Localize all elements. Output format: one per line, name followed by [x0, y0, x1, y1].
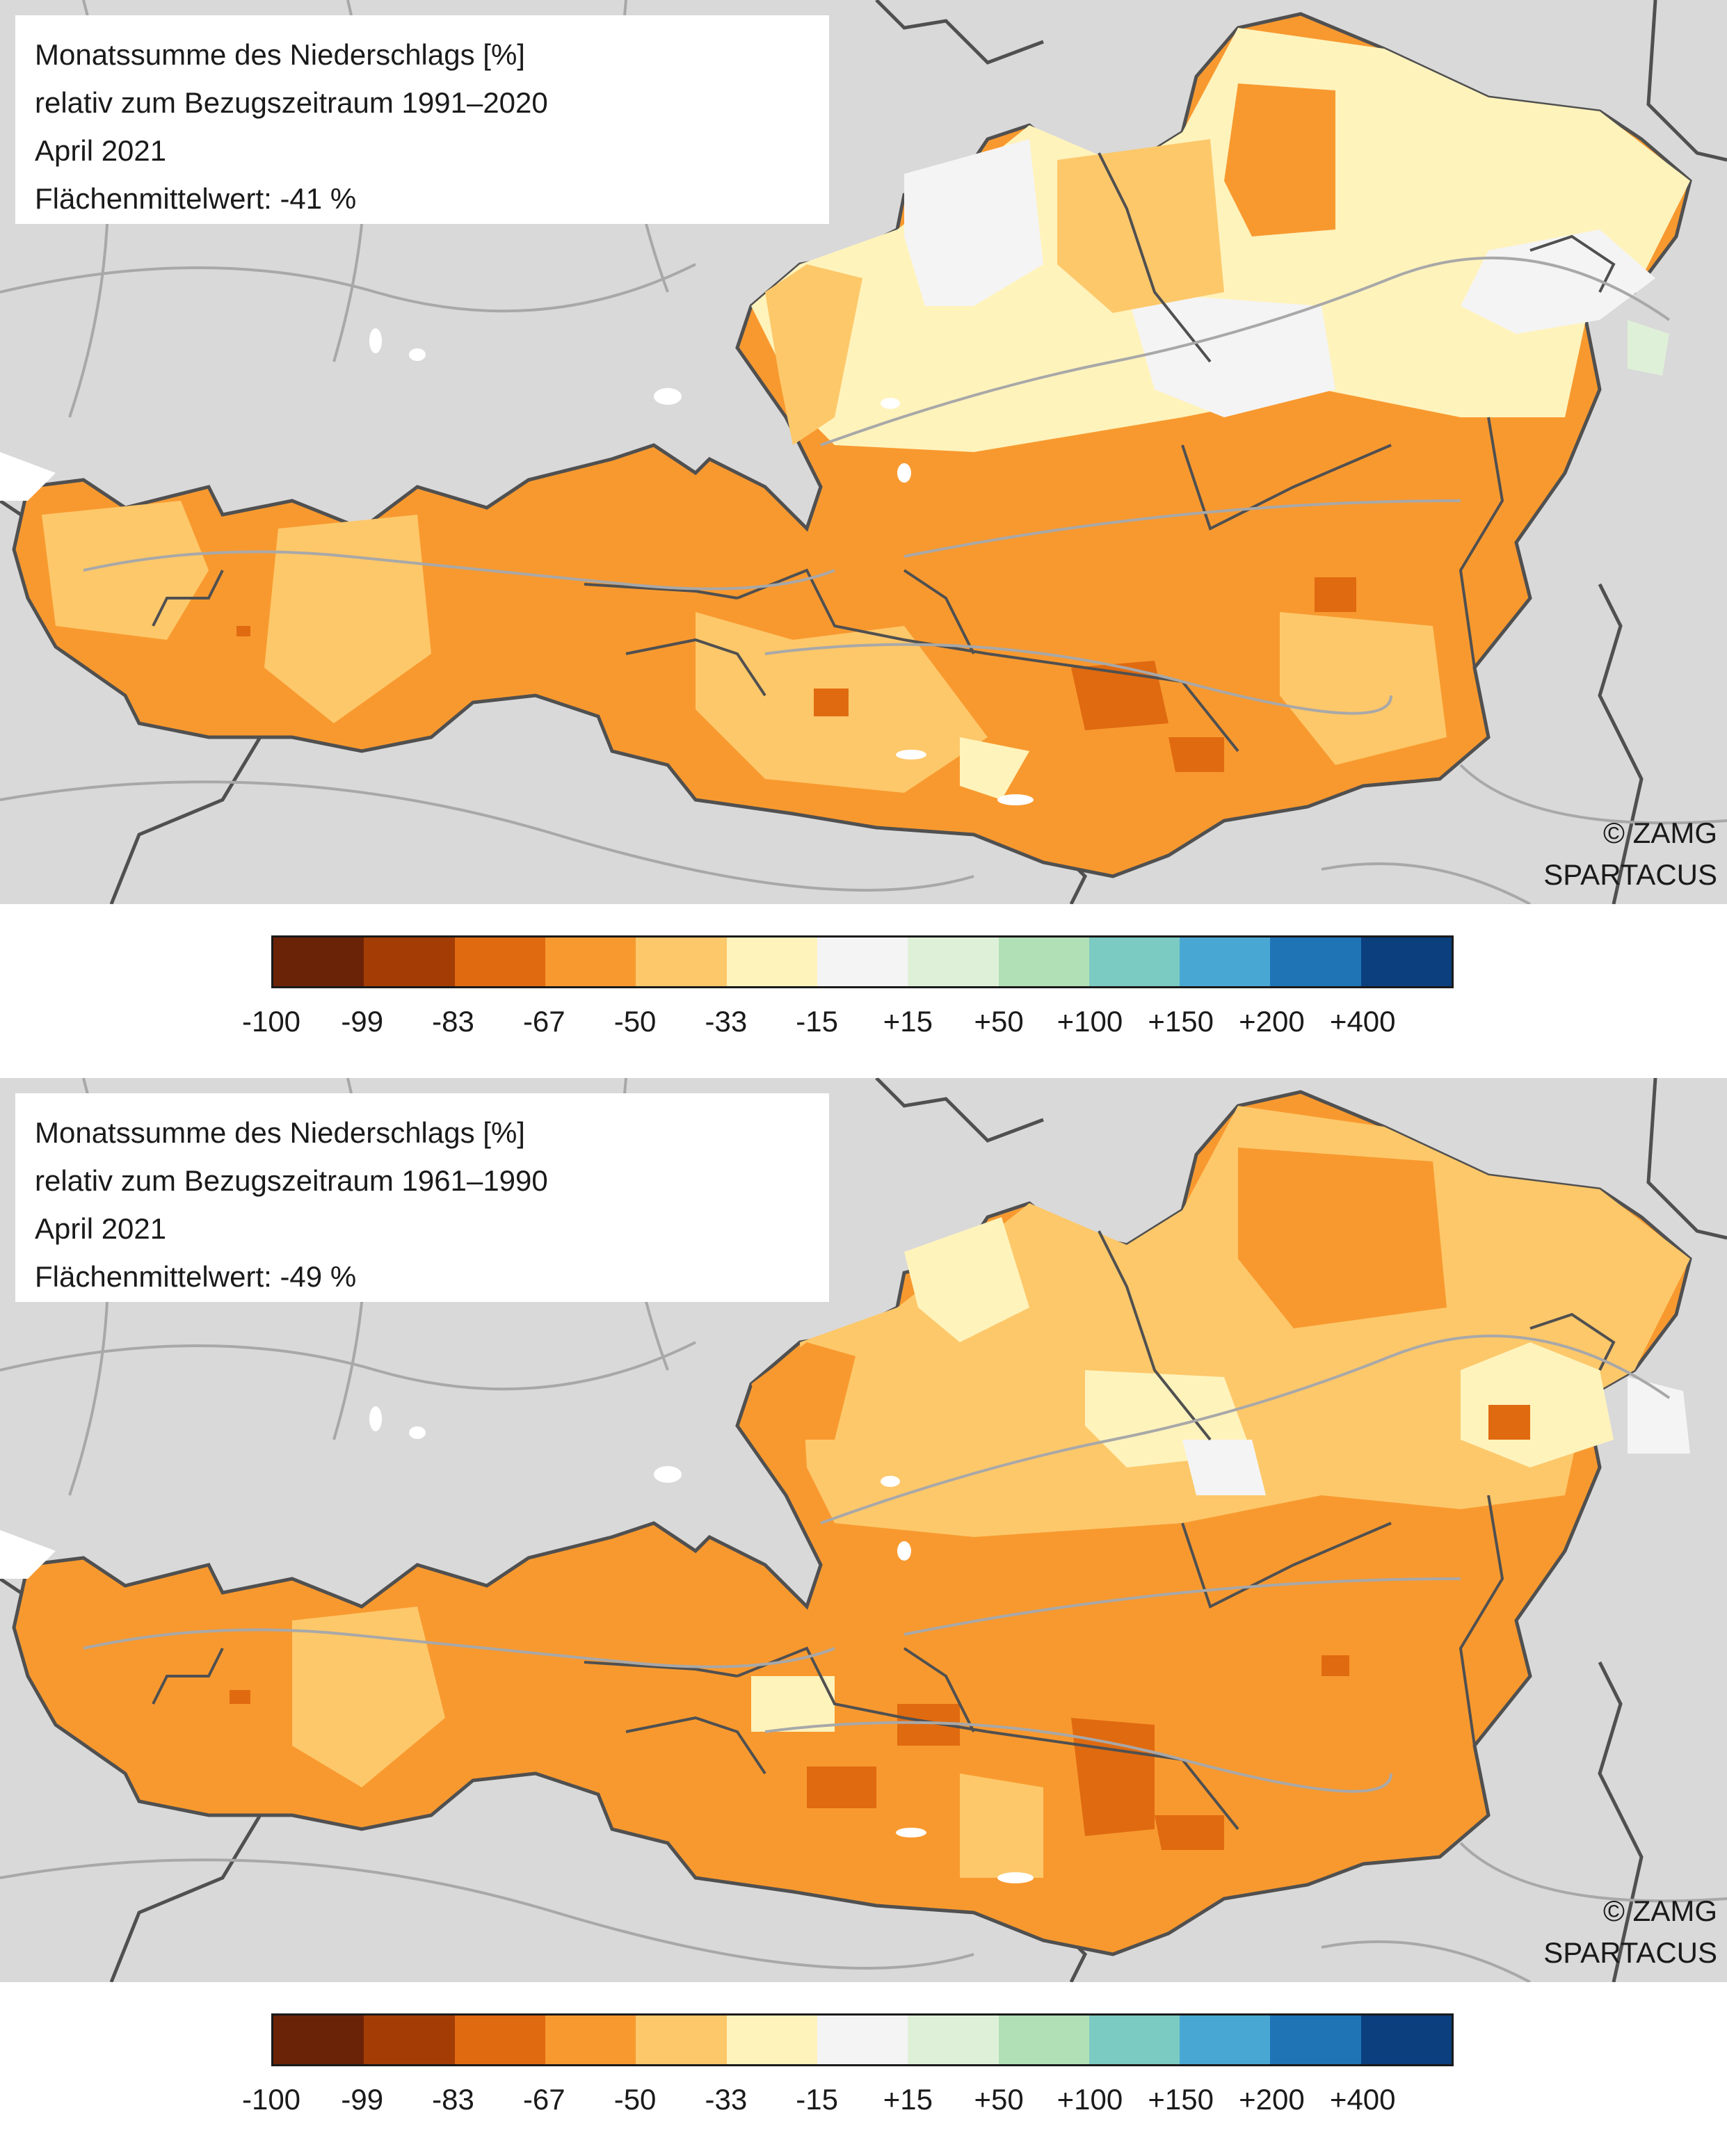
legend-color-swatch — [636, 938, 727, 986]
legend-tick-labels: -100 -99 -83 -67 -50 -33 -15 +15 +50 +100 +150 +200… — [242, 1005, 1454, 1047]
legend-color-swatch — [1180, 938, 1271, 986]
legend-tick-label: +15 — [883, 2083, 933, 2116]
area-mean-label: Flächenmittelwert: -41 % — [35, 182, 357, 215]
legend-color-swatch — [273, 938, 364, 986]
month-label: April 2021 — [35, 134, 167, 167]
credit-zamg: © ZAMG — [1603, 1894, 1717, 1927]
legend-tick-label: +150 — [1148, 1005, 1214, 1038]
legend-color-swatch — [1089, 2016, 1180, 2064]
source-credit: © ZAMG SPARTACUS — [1543, 1890, 1717, 1974]
legend-tick-label: -15 — [796, 2083, 838, 2116]
legend-color-swatch — [726, 2016, 817, 2064]
map-title: Monatssumme des Niederschlags [%] — [35, 38, 525, 71]
legend-tick-label: -67 — [522, 2083, 565, 2116]
legend-color-swatch — [817, 938, 908, 986]
legend-tick-label: +50 — [974, 1005, 1024, 1038]
legend-tick-label: -33 — [705, 1005, 748, 1038]
legend-color-swatch — [726, 938, 817, 986]
map-info-box: Monatssumme des Niederschlags [%] relati… — [15, 1093, 829, 1302]
credit-zamg: © ZAMG — [1603, 816, 1717, 849]
legend-tick-labels: -100 -99 -83 -67 -50 -33 -15 +15 +50 +100 +150 +200… — [242, 2083, 1454, 2125]
legend-color-swatch — [908, 2016, 999, 2064]
legend-color-swatch — [364, 2016, 455, 2064]
legend-color-swatch — [1180, 2016, 1271, 2064]
legend-tick-label: +150 — [1148, 2083, 1214, 2116]
legend-tick-label: +400 — [1329, 2083, 1396, 2116]
precipitation-map: Monatssumme des Niederschlags [%] relati… — [0, 0, 1727, 904]
legend-tick-label: -99 — [341, 1005, 384, 1038]
legend-color-swatch — [545, 938, 636, 986]
legend-tick-label: +50 — [974, 2083, 1024, 2116]
legend-color-swatch — [364, 938, 455, 986]
source-credit: © ZAMG SPARTACUS — [1543, 812, 1717, 896]
legend-tick-label: -100 — [241, 2083, 301, 2116]
legend-color-swatch — [1270, 938, 1361, 986]
credit-spartacus: SPARTACUS — [1543, 858, 1717, 891]
legend-tick-label: -83 — [432, 1005, 474, 1038]
legend-tick-label: -50 — [613, 1005, 657, 1038]
legend-tick-label: -67 — [522, 1005, 565, 1038]
color-legend: -100 -99 -83 -67 -50 -33 -15 +15 +50 +100 +150 +200… — [242, 2013, 1454, 2139]
legend-color-swatch — [908, 938, 999, 986]
legend-tick-label: -33 — [705, 2083, 748, 2116]
reference-period-label: relativ zum Bezugszeitraum 1961–1990 — [35, 1164, 548, 1197]
reference-period-label: relativ zum Bezugszeitraum 1991–2020 — [35, 86, 548, 119]
legend-color-swatch — [1360, 2016, 1452, 2064]
legend-color-swatch — [998, 938, 1089, 986]
legend-tick-label: -83 — [432, 2083, 474, 2116]
legend-tick-label: +400 — [1329, 1005, 1396, 1038]
legend-tick-label: +100 — [1057, 1005, 1123, 1038]
legend-tick-label: +200 — [1239, 1005, 1305, 1038]
legend-tick-label: +15 — [883, 1005, 933, 1038]
legend-color-swatch — [1270, 2016, 1361, 2064]
legend-colorbar — [271, 2013, 1454, 2066]
legend-color-swatch — [817, 2016, 908, 2064]
legend-color-swatch — [454, 2016, 545, 2064]
legend-color-swatch — [545, 2016, 636, 2064]
austria-map-graphic — [0, 1078, 1727, 1982]
legend-color-swatch — [273, 2016, 364, 2064]
area-mean-label: Flächenmittelwert: -49 % — [35, 1260, 357, 1293]
month-label: April 2021 — [35, 1212, 167, 1245]
map-title: Monatssumme des Niederschlags [%] — [35, 1116, 525, 1149]
legend-color-swatch — [636, 2016, 727, 2064]
legend-tick-label: -15 — [796, 1005, 838, 1038]
legend-tick-label: +200 — [1239, 2083, 1305, 2116]
map-info-box: Monatssumme des Niederschlags [%] relati… — [15, 15, 829, 224]
precipitation-map: Monatssumme des Niederschlags [%] relati… — [0, 1078, 1727, 1982]
legend-tick-label: -100 — [241, 1005, 301, 1038]
legend-color-swatch — [1089, 938, 1180, 986]
color-legend: -100 -99 -83 -67 -50 -33 -15 +15 +50 +100 +150 +200… — [242, 935, 1454, 1061]
legend-tick-label: +100 — [1057, 2083, 1123, 2116]
legend-tick-label: -99 — [341, 2083, 384, 2116]
legend-color-swatch — [1360, 938, 1452, 986]
legend-color-swatch — [998, 2016, 1089, 2064]
credit-spartacus: SPARTACUS — [1543, 1936, 1717, 1969]
legend-tick-label: -50 — [613, 2083, 657, 2116]
legend-color-swatch — [454, 938, 545, 986]
legend-colorbar — [271, 935, 1454, 988]
